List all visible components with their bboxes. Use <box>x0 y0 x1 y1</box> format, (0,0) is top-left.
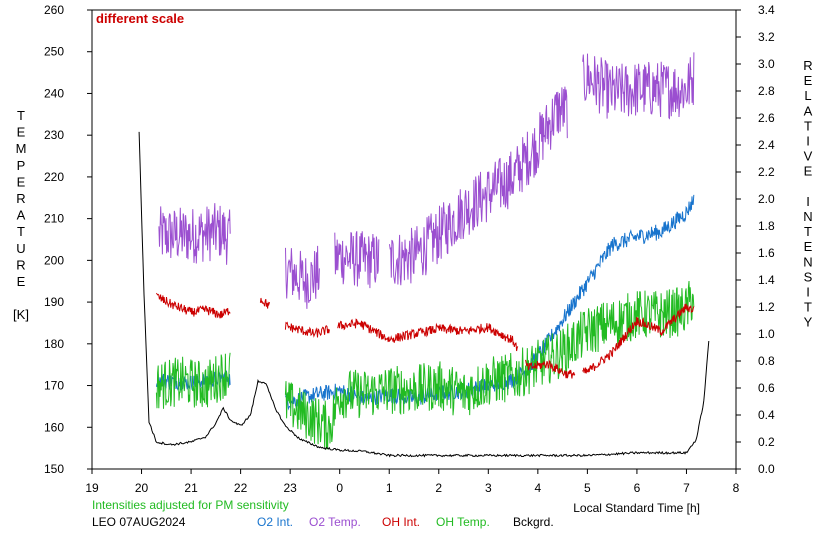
y-right-label-letter: L <box>804 88 811 103</box>
y-right-label-letter: V <box>804 149 813 164</box>
y-left-tick-label: 180 <box>44 337 64 351</box>
x-tick-label: 5 <box>584 481 591 495</box>
y-left-tick-label: 170 <box>44 379 64 393</box>
y-right-tick-label: 1.4 <box>758 273 775 287</box>
y-right-axis-ticks: 0.0 0.2 0.4 0.6 0.8 1.0 1.2 1.4 1.6 1.8 2.0 2.2 2.4 2… <box>736 3 775 476</box>
y-right-label-letter: R <box>803 58 812 73</box>
y-right-label-letter: E <box>804 73 813 88</box>
y-left-tick-label: 210 <box>44 212 64 226</box>
y-right-tick-label: 0.2 <box>758 435 775 449</box>
y-right-tick-label: 2.8 <box>758 84 775 98</box>
y-right-label-letter: T <box>804 224 812 239</box>
series-layer <box>138 52 710 458</box>
y-right-label-letter: I <box>806 134 810 149</box>
y-left-label-letter: T <box>17 224 25 239</box>
y-right-tick-label: 2.0 <box>758 192 775 206</box>
legend: O2 Int. O2 Temp. OH Int. OH Temp. Bckgrd. <box>257 515 554 529</box>
y-left-tick-label: 260 <box>44 3 64 17</box>
y-left-label-letter: M <box>16 141 27 156</box>
legend-entry: OH Temp. <box>436 515 490 529</box>
series-line-bckgrd <box>138 131 710 458</box>
y-right-label-letter: N <box>803 209 812 224</box>
y-left-label-letter: R <box>16 257 25 272</box>
x-tick-label: 0 <box>336 481 343 495</box>
x-tick-label: 7 <box>683 481 690 495</box>
y-left-tick-label: 220 <box>44 170 64 184</box>
y-right-tick-label: 1.2 <box>758 300 775 314</box>
y-right-label-letter: T <box>804 118 812 133</box>
x-tick-label: 3 <box>485 481 492 495</box>
y-left-axis-ticks: 150 160 170 180 190 200 210 220 230 240 250 260 <box>44 3 92 476</box>
y-right-label-letter: A <box>804 103 813 118</box>
x-axis-label: Local Standard Time [h] <box>573 501 700 515</box>
y-left-tick-label: 160 <box>44 420 64 434</box>
legend-entry: Bckgrd. <box>513 515 554 529</box>
y-left-tick-label: 240 <box>44 86 64 100</box>
y-left-tick-label: 250 <box>44 45 64 59</box>
y-right-label-letter: I <box>806 285 810 300</box>
legend-entry: O2 Int. <box>257 515 293 529</box>
y-left-label-letter: E <box>17 125 26 140</box>
x-axis-ticks: 19 20 21 22 23 0 1 2 3 4 5 6 7 8 <box>85 469 740 495</box>
y-right-label-letter: E <box>804 239 813 254</box>
y-right-tick-label: 1.0 <box>758 327 775 341</box>
y-right-tick-label: 1.8 <box>758 219 775 233</box>
y-right-label-letter: T <box>804 300 812 315</box>
y-right-label-letter: S <box>804 269 813 284</box>
y-left-label-letter: E <box>17 274 26 289</box>
y-right-tick-label: 3.4 <box>758 3 775 17</box>
x-tick-label: 4 <box>535 481 542 495</box>
legend-entry: O2 Temp. <box>309 515 361 529</box>
x-tick-label: 6 <box>634 481 641 495</box>
x-tick-label: 22 <box>234 481 248 495</box>
y-left-tick-label: 150 <box>44 462 64 476</box>
y-left-tick-label: 190 <box>44 295 64 309</box>
x-tick-label: 19 <box>85 481 99 495</box>
y-left-label-letter: U <box>16 241 25 256</box>
y-right-tick-label: 0.6 <box>758 381 775 395</box>
y-left-label-letter: P <box>17 158 26 173</box>
y-left-label-letter: E <box>17 174 26 189</box>
y-left-label-letter: T <box>17 108 25 123</box>
y-left-label-letter: R <box>16 191 25 206</box>
x-tick-label: 1 <box>386 481 393 495</box>
y-left-tick-label: 200 <box>44 253 64 267</box>
y-right-label-letter: N <box>803 254 812 269</box>
station-date: LEO 07AUG2024 <box>92 515 186 529</box>
x-tick-label: 20 <box>135 481 149 495</box>
y-right-label-letter: Y <box>804 315 813 330</box>
y-right-label-letter: E <box>804 164 813 179</box>
y-right-tick-label: 3.2 <box>758 30 775 44</box>
y-right-tick-label: 0.0 <box>758 462 775 476</box>
y-right-tick-label: 2.2 <box>758 165 775 179</box>
x-tick-label: 2 <box>435 481 442 495</box>
y-right-tick-label: 0.4 <box>758 408 775 422</box>
y-left-label-letter: A <box>17 208 26 223</box>
x-tick-label: 23 <box>283 481 297 495</box>
plot-frame <box>91 9 737 470</box>
legend-entry: OH Int. <box>382 515 420 529</box>
y-right-tick-label: 2.6 <box>758 111 775 125</box>
x-tick-label: 21 <box>184 481 198 495</box>
pm-sensitivity-footnote: Intensities adjusted for PM sensitivity <box>92 498 289 512</box>
series-line-oh-int <box>155 292 695 379</box>
x-tick-label: 8 <box>733 481 740 495</box>
y-right-tick-label: 1.6 <box>758 246 775 260</box>
y-left-label-letter: [K] <box>13 307 29 322</box>
series-line-o2-temp <box>158 52 695 309</box>
y-right-label-letter: I <box>806 194 810 209</box>
y-right-tick-label: 3.0 <box>758 57 775 71</box>
series-line-oh-temp <box>155 280 695 450</box>
different-scale-note: different scale <box>96 11 184 26</box>
y-left-tick-label: 230 <box>44 128 64 142</box>
y-right-tick-label: 0.8 <box>758 354 775 368</box>
y-right-tick-label: 2.4 <box>758 138 775 152</box>
